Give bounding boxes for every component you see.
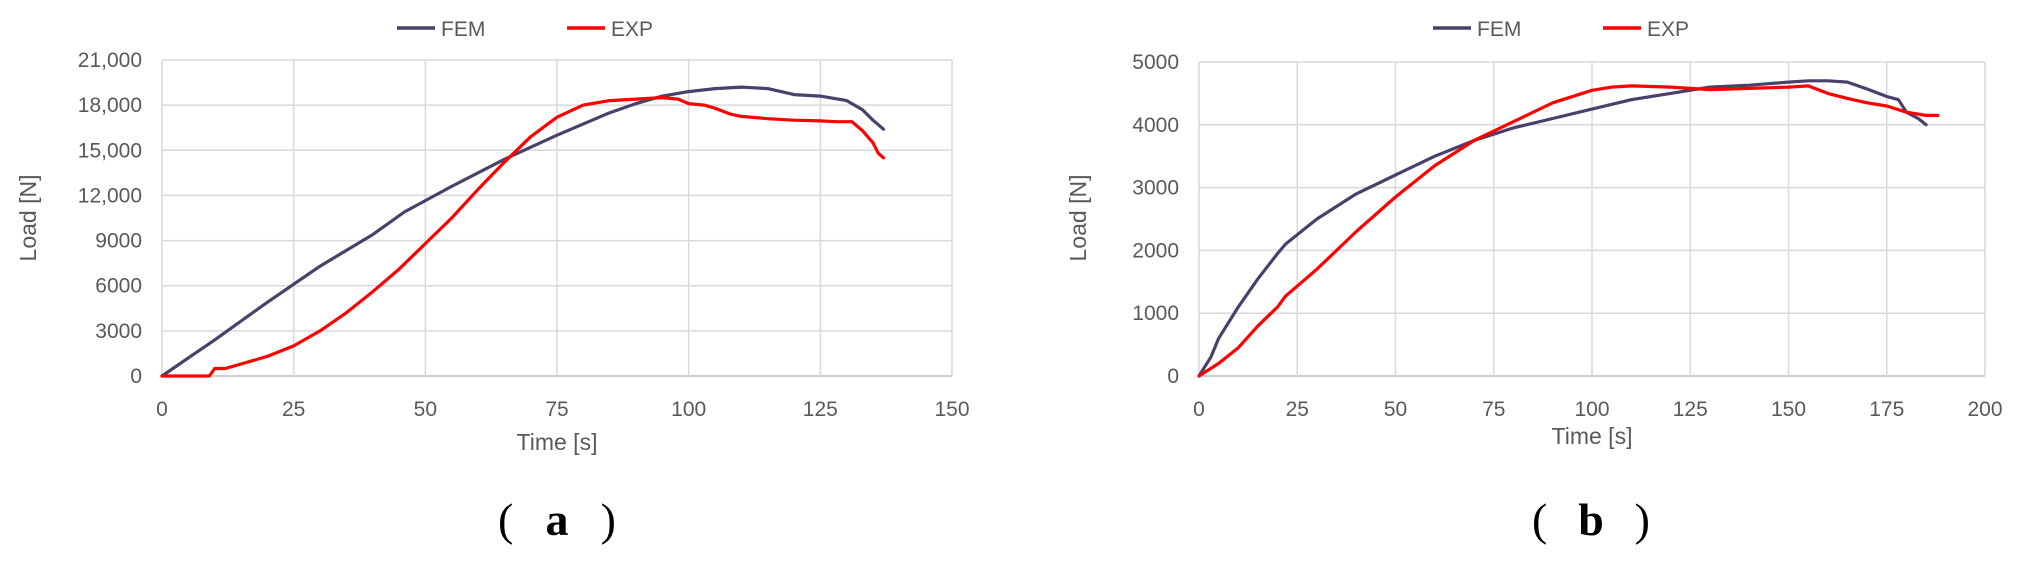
panel-label: ( b)	[1532, 494, 1650, 545]
x-tick-label: 150	[934, 398, 969, 421]
panel-label-letter: a	[546, 494, 569, 545]
panel-label-letter: b	[1578, 494, 1604, 545]
panel-label-open-paren: (	[1532, 494, 1547, 545]
x-tick-label: 125	[1673, 398, 1708, 421]
y-tick-label: 15,000	[78, 139, 142, 162]
x-tick-label: 50	[1384, 398, 1407, 421]
x-tick-label: 0	[1193, 398, 1205, 421]
y-tick-label: 3000	[1132, 177, 1179, 200]
x-axis-title: Time [s]	[1552, 423, 1633, 449]
x-tick-label: 25	[1286, 398, 1309, 421]
y-axis-title: Load [N]	[15, 175, 41, 262]
panel-label-close-paren: )	[1635, 494, 1650, 545]
y-tick-label: 3000	[95, 320, 142, 343]
y-tick-label: 0	[130, 365, 142, 388]
y-tick-label: 1000	[1132, 302, 1179, 325]
series-line-exp	[1197, 84, 1940, 378]
chart-b: 0 1000 2000 3000 4000 5000 0 25 50 75 100 125 150 175…	[1065, 18, 2003, 545]
x-tick-label: 75	[1482, 398, 1505, 421]
y-axis-title: Load [N]	[1065, 175, 1091, 262]
legend-label-fem: FEM	[1477, 18, 1521, 41]
y-tick-label: 5000	[1132, 51, 1179, 74]
y-tick-label: 0	[1167, 365, 1179, 388]
y-tick-label: 4000	[1132, 114, 1179, 137]
panel-label-close-paren: )	[601, 494, 616, 545]
series-line-exp	[160, 96, 886, 378]
legend: FEM EXP	[1433, 18, 1689, 41]
y-tick-label: 18,000	[78, 94, 142, 117]
y-tick-label: 12,000	[78, 184, 142, 207]
x-tick-label: 100	[1574, 398, 1609, 421]
x-tick-label: 200	[1967, 398, 2002, 421]
y-tick-label: 2000	[1132, 239, 1179, 262]
legend-label-fem: FEM	[441, 18, 485, 41]
legend-label-exp: EXP	[1647, 18, 1689, 41]
x-tick-label: 25	[282, 398, 305, 421]
x-tick-label: 75	[545, 398, 568, 421]
y-tick-label: 21,000	[78, 49, 142, 72]
panel-label-open-paren: (	[498, 494, 513, 545]
x-tick-label: 100	[671, 398, 706, 421]
legend: FEM EXP	[397, 18, 653, 41]
x-tick-label: 125	[803, 398, 838, 421]
x-tick-label: 50	[414, 398, 437, 421]
x-tick-label: 0	[156, 398, 168, 421]
x-tick-label: 150	[1771, 398, 1806, 421]
chart-a: 0 3000 6000 9000 12,000 15,000 18,000 21,000 0 25…	[15, 18, 970, 545]
y-tick-label: 9000	[95, 230, 142, 253]
legend-label-exp: EXP	[611, 18, 653, 41]
series-line-fem	[160, 85, 886, 378]
y-tick-label: 6000	[95, 275, 142, 298]
series-line-fem	[1197, 79, 1928, 378]
x-axis-title: Time [s]	[517, 429, 598, 455]
x-tick-label: 175	[1869, 398, 1904, 421]
panel-label: ( a)	[498, 494, 616, 545]
